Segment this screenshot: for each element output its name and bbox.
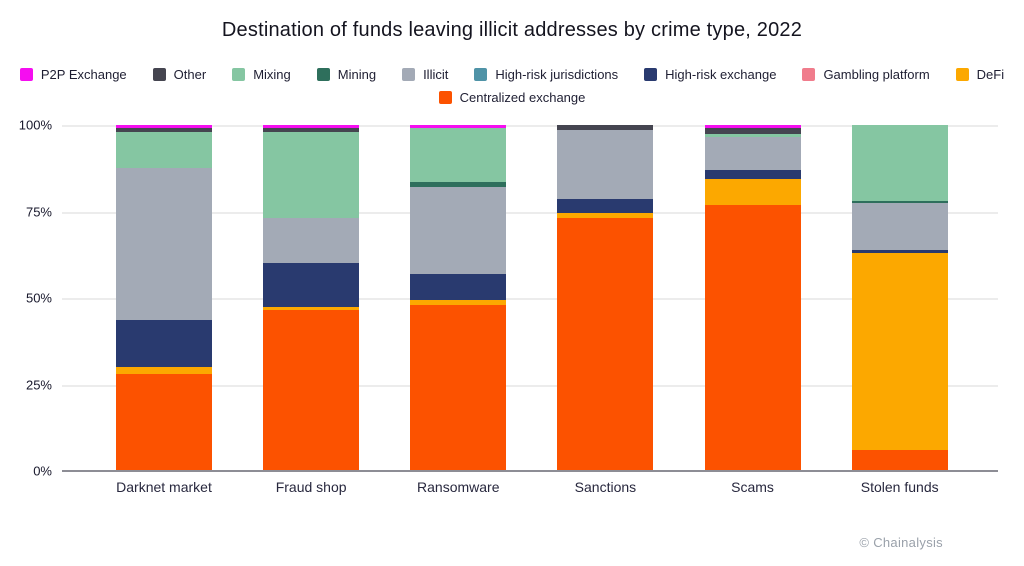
legend-swatch-high-risk-exchange — [644, 68, 658, 81]
bar-segment-mixing — [851, 125, 948, 202]
bar-ransomware — [410, 125, 507, 471]
bar-fraud-shop — [263, 125, 360, 471]
bar-segment-other — [263, 128, 360, 132]
legend-row-1: P2P Exchange Other Mixing Mining Illicit High… — [0, 67, 1024, 82]
legend-label: High-risk jurisdictions — [495, 67, 619, 82]
gridline-0 — [62, 470, 998, 472]
legend-item-mining: Mining — [316, 67, 377, 82]
legend-label: Centralized exchange — [459, 90, 586, 105]
legend-swatch-high-risk-jurisdictions — [474, 68, 488, 81]
legend-item-illicit: Illicit — [402, 67, 448, 82]
bar-segment-mining — [851, 201, 948, 203]
y-axis-label-0: 0% — [33, 463, 52, 479]
gridline-100 — [62, 125, 998, 127]
legend-label: Illicit — [423, 67, 449, 82]
legend-swatch-mining — [316, 68, 330, 81]
bar-segment-illicit — [116, 168, 212, 321]
bar-segment-defi — [410, 299, 507, 305]
legend-item-defi: DeFi — [955, 67, 1005, 82]
gridline-75 — [62, 211, 998, 214]
x-axis-label-ransomware: Ransomware — [417, 479, 500, 495]
bar-segment-mixing — [410, 128, 507, 183]
legend-label: P2P Exchange — [40, 67, 127, 82]
bar-segment-defi — [851, 252, 948, 451]
legend-item-other: Other — [152, 67, 207, 82]
bar-segment-high-risk-exchange — [704, 169, 801, 179]
bar-sanctions — [557, 125, 654, 471]
legend-item-p2p-exchange: P2P Exchange — [19, 67, 127, 82]
bar-segment-illicit — [851, 202, 948, 250]
x-axis-label-stolen-funds: Stolen funds — [860, 479, 939, 495]
bar-segment-illicit — [704, 137, 801, 170]
bar-segment-defi — [263, 306, 360, 311]
bar-segment-defi — [704, 178, 801, 205]
bar-segment-p2p-exchange — [116, 125, 212, 129]
y-axis-label-25: 25% — [25, 377, 52, 392]
bar-segment-centralized-exchange — [557, 218, 654, 471]
bar-segment-p2p-exchange — [410, 125, 507, 129]
legend-item-high-risk-exchange: High-risk exchange — [644, 67, 776, 82]
bar-segment-illicit — [263, 218, 360, 264]
bar-segment-centralized-exchange — [410, 304, 507, 471]
bar-segment-centralized-exchange — [263, 310, 360, 471]
bar-segment-centralized-exchange — [116, 374, 212, 471]
x-axis-label-sanctions: Sanctions — [574, 479, 637, 495]
legend-swatch-mixing — [232, 68, 246, 81]
plot-area: 100% 75% 50% 25% 0% Darknet market Fraud shop R… — [19, 118, 998, 495]
legend-row-2: Centralized exchange — [0, 90, 1024, 105]
bar-segment-high-risk-exchange — [410, 273, 507, 300]
bar-darknet-market — [116, 125, 212, 471]
bar-segment-centralized-exchange — [851, 450, 948, 471]
bar-segment-p2p-exchange — [704, 125, 801, 129]
bar-segment-illicit — [557, 130, 654, 200]
gridline-50 — [62, 298, 998, 300]
legend-swatch-other — [152, 68, 166, 81]
legend-label: Other — [173, 67, 207, 82]
bar-segment-illicit — [410, 187, 507, 274]
bar-segment-defi — [557, 213, 654, 219]
bar-segment-high-risk-exchange — [263, 263, 360, 307]
legend-label: Gambling platform — [823, 67, 930, 82]
gridline-25 — [62, 384, 998, 387]
x-axis-label-fraud-shop: Fraud shop — [275, 479, 347, 495]
bar-segment-mixing — [263, 131, 360, 219]
y-axis-label-100: 100% — [18, 117, 52, 133]
bar-scams — [704, 125, 801, 471]
x-axis-label-darknet-market: Darknet market — [116, 479, 212, 495]
legend-item-centralized-exchange: Centralized exchange — [438, 90, 586, 105]
chainalysis-watermark: © Chainalysis — [859, 535, 943, 550]
legend-label: High-risk exchange — [665, 67, 777, 82]
bar-segment-other — [704, 128, 801, 134]
bar-segment-centralized-exchange — [704, 204, 801, 471]
bar-segment-high-risk-exchange — [851, 249, 948, 253]
bar-segment-defi — [116, 367, 212, 375]
bar-segment-other — [116, 128, 212, 132]
legend-swatch-defi — [955, 68, 969, 81]
legend-item-mixing: Mixing — [232, 67, 291, 82]
legend-label: Mixing — [253, 67, 291, 82]
legend-swatch-p2p-exchange — [19, 68, 33, 81]
bar-segment-high-risk-exchange — [116, 320, 212, 368]
bar-segment-mining — [410, 182, 507, 188]
y-axis-label-50: 50% — [25, 290, 52, 306]
legend-item-high-risk-jurisdictions: High-risk jurisdictions — [474, 67, 618, 82]
legend-swatch-gambling-platform — [802, 68, 816, 81]
legend-label: Mining — [337, 67, 377, 82]
bar-segment-mixing — [116, 131, 212, 169]
bar-segment-mixing — [704, 133, 801, 138]
legend-swatch-illicit — [402, 68, 416, 81]
x-axis-label-scams: Scams — [731, 479, 774, 495]
legend: P2P Exchange Other Mixing Mining Illicit High… — [0, 67, 1024, 113]
y-axis-label-75: 75% — [25, 204, 52, 219]
legend-swatch-centralized-exchange — [438, 91, 452, 104]
bar-segment-high-risk-exchange — [557, 199, 654, 214]
legend-label: DeFi — [976, 67, 1005, 82]
legend-item-gambling-platform: Gambling platform — [802, 67, 930, 82]
bar-segment-other — [557, 125, 654, 131]
bar-segment-p2p-exchange — [263, 125, 360, 129]
bar-stolen-funds — [851, 125, 948, 471]
chart-title: Destination of funds leaving illicit add… — [221, 19, 803, 41]
